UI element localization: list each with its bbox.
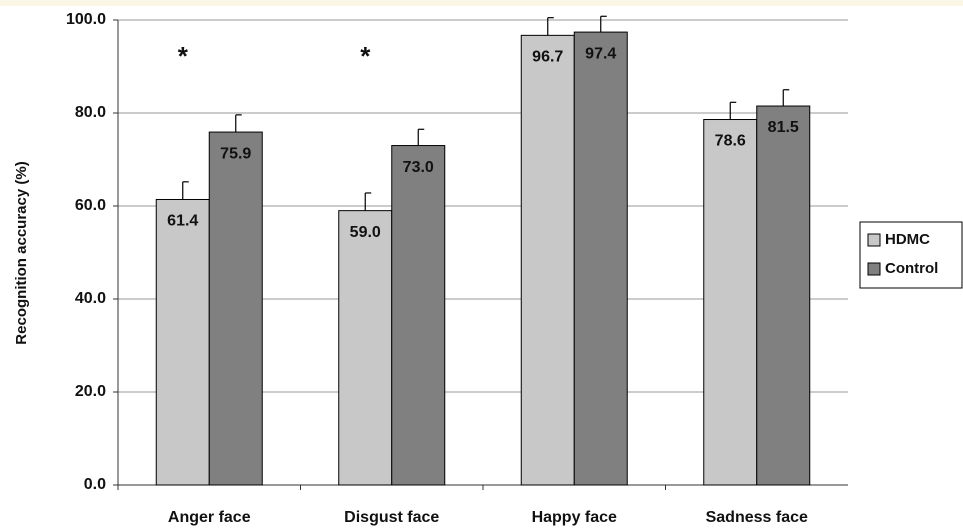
- bar: [391, 145, 446, 486]
- x-tick-label: Disgust face: [344, 509, 439, 526]
- value-label: 59.0: [350, 224, 381, 241]
- bar: [520, 34, 575, 486]
- value-label: 96.7: [532, 49, 563, 66]
- top-strip: [0, 0, 963, 6]
- bar: [155, 198, 210, 486]
- y-tick-label: 80.0: [75, 104, 106, 121]
- bar: [338, 210, 393, 486]
- value-label: 61.4: [167, 213, 198, 230]
- value-label: 97.4: [585, 45, 616, 62]
- y-tick-label: 20.0: [75, 383, 106, 400]
- bar: [756, 105, 811, 486]
- y-tick-label: 40.0: [75, 290, 106, 307]
- y-tick-label: 0.0: [84, 476, 106, 493]
- y-tick-label: 100.0: [66, 11, 106, 28]
- legend-swatch: [867, 262, 881, 276]
- legend-label: Control: [885, 260, 938, 277]
- bar: [703, 119, 758, 486]
- value-label: 73.0: [403, 159, 434, 176]
- value-label: 81.5: [768, 119, 799, 136]
- bar: [208, 131, 263, 486]
- y-axis-label: Recognition accuracy (%): [13, 161, 30, 344]
- value-label: 78.6: [715, 133, 746, 150]
- x-tick-label: Anger face: [168, 509, 251, 526]
- x-tick-label: Happy face: [532, 509, 617, 526]
- annotation: *: [360, 41, 371, 71]
- y-tick-label: 60.0: [75, 197, 106, 214]
- legend-box: [859, 221, 963, 289]
- legend-swatch: [867, 233, 881, 247]
- annotation: *: [178, 41, 189, 71]
- value-label: 75.9: [220, 145, 251, 162]
- bar: [573, 31, 628, 486]
- x-tick-label: Sadness face: [706, 509, 808, 526]
- legend-label: HDMC: [885, 231, 930, 248]
